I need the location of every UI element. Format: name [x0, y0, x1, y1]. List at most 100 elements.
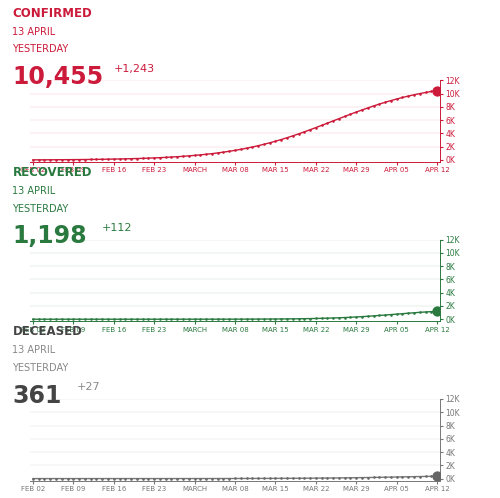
Point: [225, 147, 233, 155]
Point: [138, 475, 146, 483]
Point: [254, 315, 262, 323]
Point: [81, 155, 89, 163]
Point: [288, 132, 296, 140]
Point: [168, 153, 175, 161]
Point: [318, 314, 326, 322]
Point: [64, 156, 72, 164]
Point: [214, 149, 222, 157]
Point: [34, 315, 42, 323]
Point: [133, 315, 141, 323]
Point: [220, 475, 228, 483]
Point: [174, 475, 182, 483]
Point: [283, 474, 291, 482]
Point: [387, 97, 395, 105]
Point: [398, 94, 406, 102]
Point: [376, 311, 384, 319]
Point: [70, 475, 78, 483]
Text: 13 APRIL: 13 APRIL: [12, 345, 56, 355]
Point: [214, 475, 222, 483]
Point: [116, 155, 124, 163]
Point: [185, 475, 193, 483]
Point: [242, 475, 250, 483]
Point: [312, 474, 320, 482]
Point: [433, 307, 441, 315]
Point: [52, 475, 60, 483]
Point: [202, 315, 210, 323]
Point: [364, 312, 372, 320]
Text: +1,243: +1,243: [114, 64, 155, 74]
Point: [410, 91, 418, 99]
Point: [162, 315, 170, 323]
Point: [410, 309, 418, 317]
Point: [231, 315, 239, 323]
Point: [346, 313, 354, 321]
Point: [272, 315, 280, 323]
Point: [329, 314, 337, 322]
Point: [340, 474, 348, 482]
Point: [266, 139, 274, 147]
Point: [64, 315, 72, 323]
Point: [387, 473, 395, 481]
Point: [392, 310, 400, 318]
Point: [329, 474, 337, 482]
Point: [46, 315, 54, 323]
Point: [64, 475, 72, 483]
Text: CONFIRMED: CONFIRMED: [12, 6, 92, 19]
Point: [416, 308, 424, 316]
Point: [86, 155, 94, 163]
Point: [52, 156, 60, 164]
Point: [29, 315, 37, 323]
Text: YESTERDAY: YESTERDAY: [12, 363, 69, 373]
Point: [179, 475, 187, 483]
Point: [179, 315, 187, 323]
Point: [196, 475, 204, 483]
Point: [352, 108, 360, 116]
Point: [220, 315, 228, 323]
Point: [46, 156, 54, 164]
Point: [104, 155, 112, 163]
Point: [122, 155, 130, 163]
Text: DECEASED: DECEASED: [12, 325, 82, 338]
Point: [34, 475, 42, 483]
Point: [174, 315, 182, 323]
Point: [133, 475, 141, 483]
Point: [162, 475, 170, 483]
Point: [346, 474, 354, 482]
Point: [398, 473, 406, 481]
Point: [237, 315, 245, 323]
Point: [433, 87, 441, 95]
Point: [381, 311, 389, 319]
Point: [127, 475, 135, 483]
Point: [190, 151, 198, 159]
Point: [75, 475, 83, 483]
Point: [190, 315, 198, 323]
Point: [86, 315, 94, 323]
Point: [335, 474, 343, 482]
Point: [208, 315, 216, 323]
Text: YESTERDAY: YESTERDAY: [12, 44, 69, 54]
Point: [86, 475, 94, 483]
Point: [185, 315, 193, 323]
Point: [104, 315, 112, 323]
Point: [283, 134, 291, 142]
Point: [138, 154, 146, 162]
Point: [104, 475, 112, 483]
Point: [398, 310, 406, 318]
Point: [40, 315, 48, 323]
Point: [260, 315, 268, 323]
Point: [144, 475, 152, 483]
Point: [335, 115, 343, 123]
Point: [422, 473, 430, 481]
Point: [381, 98, 389, 106]
Point: [52, 315, 60, 323]
Point: [127, 315, 135, 323]
Point: [294, 315, 302, 323]
Point: [40, 475, 48, 483]
Point: [34, 156, 42, 164]
Point: [58, 475, 66, 483]
Point: [185, 152, 193, 160]
Point: [306, 126, 314, 134]
Text: YESTERDAY: YESTERDAY: [12, 204, 69, 214]
Point: [392, 95, 400, 103]
Point: [433, 87, 441, 95]
